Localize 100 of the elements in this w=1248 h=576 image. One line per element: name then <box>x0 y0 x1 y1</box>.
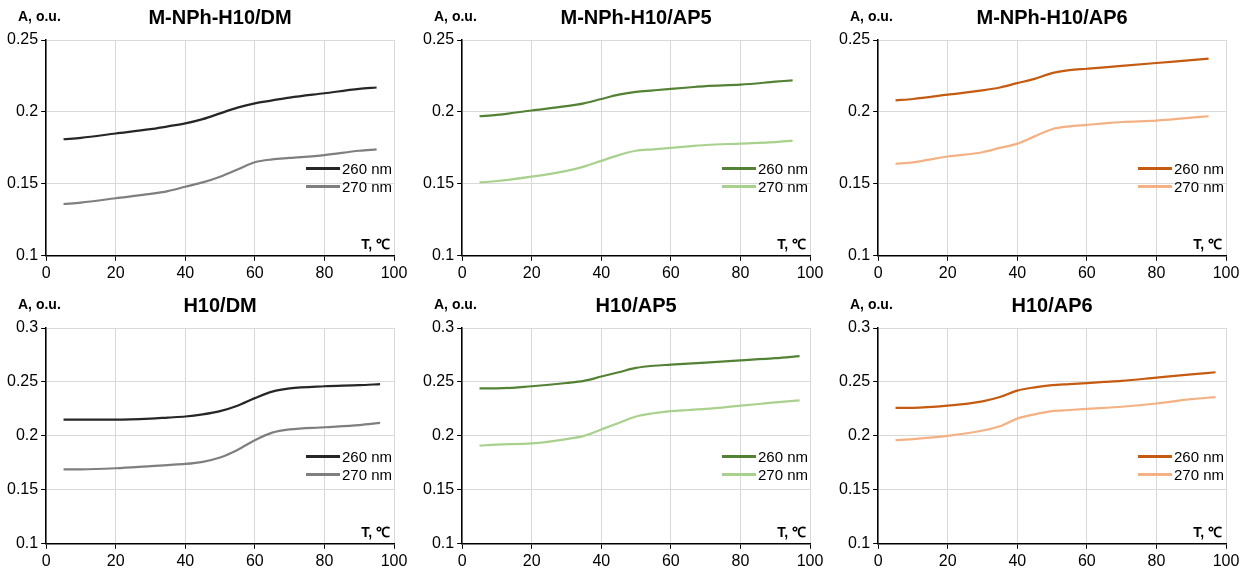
y-tick-label: 0.25 <box>7 372 39 390</box>
x-tick-label: 80 <box>315 551 334 569</box>
legend-label: 270 nm <box>342 466 393 484</box>
y-tick-label: 0.15 <box>839 174 871 192</box>
line-series <box>62 383 382 421</box>
y-axis-title: A, o.u. <box>434 296 477 312</box>
legend-label: 270 nm <box>758 178 809 196</box>
x-tick-label: 0 <box>41 263 51 281</box>
y-tick-label: 0.2 <box>847 102 871 120</box>
legend-label: 270 nm <box>1174 178 1225 196</box>
x-axis-title: T, ℃ <box>1193 234 1222 253</box>
y-tick-label: 0.15 <box>7 480 39 498</box>
x-tick-label: 80 <box>731 263 750 281</box>
x-tick-label: 60 <box>1077 263 1096 281</box>
x-axis-title: T, ℃ <box>777 522 806 541</box>
x-tick-label: 40 <box>176 263 195 281</box>
y-tick-label: 0.15 <box>7 174 39 192</box>
x-tick-label: 0 <box>457 263 467 281</box>
line-series <box>894 371 1217 409</box>
y-axis-title: A, o.u. <box>850 296 893 312</box>
y-axis-title: A, o.u. <box>434 8 477 24</box>
y-tick-label: 0.1 <box>847 246 871 264</box>
y-tick-label: 0.25 <box>839 30 871 48</box>
legend-label: 270 nm <box>758 466 809 484</box>
x-tick-label: 100 <box>380 263 408 281</box>
x-tick-label: 40 <box>592 263 611 281</box>
y-tick-label: 0.1 <box>15 534 39 552</box>
y-tick-label: 0.1 <box>431 534 455 552</box>
line-series <box>478 354 801 390</box>
line-series <box>478 79 794 118</box>
legend-label: 260 nm <box>758 160 809 178</box>
chart-title: H10/AP6 <box>1011 294 1093 317</box>
y-tick-label: 0.25 <box>423 372 455 390</box>
x-tick-label: 60 <box>661 551 680 569</box>
y-tick-label: 0.3 <box>847 318 871 336</box>
legend-label: 260 nm <box>342 160 393 178</box>
chart-title: H10/AP5 <box>595 294 677 317</box>
x-axis-title: T, ℃ <box>777 234 806 253</box>
x-tick-label: 60 <box>661 263 680 281</box>
x-tick-label: 0 <box>457 551 467 569</box>
x-tick-label: 40 <box>1008 551 1027 569</box>
legend-label: 260 nm <box>1174 448 1225 466</box>
y-tick-label: 0.2 <box>431 426 455 444</box>
y-tick-label: 0.15 <box>423 174 455 192</box>
y-tick-label: 0.15 <box>839 480 871 498</box>
line-series <box>894 115 1210 165</box>
x-tick-label: 100 <box>1212 551 1240 569</box>
y-tick-label: 0.15 <box>423 480 455 498</box>
x-axis-title: T, ℃ <box>361 522 390 541</box>
legend-label: 260 nm <box>342 448 393 466</box>
line-series <box>478 399 801 447</box>
x-axis-title: T, ℃ <box>1193 522 1222 541</box>
x-tick-label: 0 <box>41 551 51 569</box>
x-tick-label: 100 <box>796 551 824 569</box>
x-tick-label: 80 <box>731 551 750 569</box>
y-axis-title: A, o.u. <box>18 8 61 24</box>
chart-title: H10/DM <box>183 294 257 317</box>
line-series <box>62 86 378 141</box>
x-tick-label: 20 <box>522 263 541 281</box>
y-tick-label: 0.25 <box>839 372 871 390</box>
y-tick-label: 0.25 <box>7 30 39 48</box>
x-tick-label: 40 <box>176 551 195 569</box>
legend-label: 270 nm <box>342 178 393 196</box>
x-tick-label: 20 <box>106 263 125 281</box>
y-axis-title: A, o.u. <box>18 296 61 312</box>
y-tick-label: 0.1 <box>15 246 39 264</box>
legend-label: 270 nm <box>1174 466 1225 484</box>
y-tick-label: 0.1 <box>431 246 455 264</box>
line-series <box>894 57 1210 102</box>
line-series <box>894 395 1217 442</box>
x-tick-label: 100 <box>1212 263 1240 281</box>
x-tick-label: 80 <box>1147 551 1166 569</box>
x-tick-label: 40 <box>592 551 611 569</box>
x-tick-label: 60 <box>245 263 264 281</box>
y-tick-label: 0.25 <box>423 30 455 48</box>
y-tick-label: 0.2 <box>847 426 871 444</box>
y-tick-label: 0.2 <box>15 102 39 120</box>
x-tick-label: 20 <box>938 263 957 281</box>
y-tick-label: 0.2 <box>15 426 39 444</box>
x-axis-title: T, ℃ <box>361 234 390 253</box>
x-tick-label: 20 <box>938 551 957 569</box>
y-tick-label: 0.3 <box>15 318 39 336</box>
x-tick-label: 80 <box>1147 263 1166 281</box>
x-tick-label: 20 <box>522 551 541 569</box>
chart-title: M-NPh-H10/AP6 <box>976 6 1128 29</box>
chart-title: M-NPh-H10/DM <box>148 6 292 29</box>
x-tick-label: 60 <box>245 551 264 569</box>
x-tick-label: 80 <box>315 263 334 281</box>
x-tick-label: 100 <box>796 263 824 281</box>
y-tick-label: 0.2 <box>431 102 455 120</box>
legend-label: 260 nm <box>1174 160 1225 178</box>
y-tick-label: 0.3 <box>431 318 455 336</box>
chart-title: M-NPh-H10/AP5 <box>560 6 712 29</box>
x-tick-label: 0 <box>873 263 883 281</box>
x-tick-label: 20 <box>106 551 125 569</box>
x-tick-label: 60 <box>1077 551 1096 569</box>
x-tick-label: 0 <box>873 551 883 569</box>
legend-label: 260 nm <box>758 448 809 466</box>
x-tick-label: 100 <box>380 551 408 569</box>
y-tick-label: 0.1 <box>847 534 871 552</box>
